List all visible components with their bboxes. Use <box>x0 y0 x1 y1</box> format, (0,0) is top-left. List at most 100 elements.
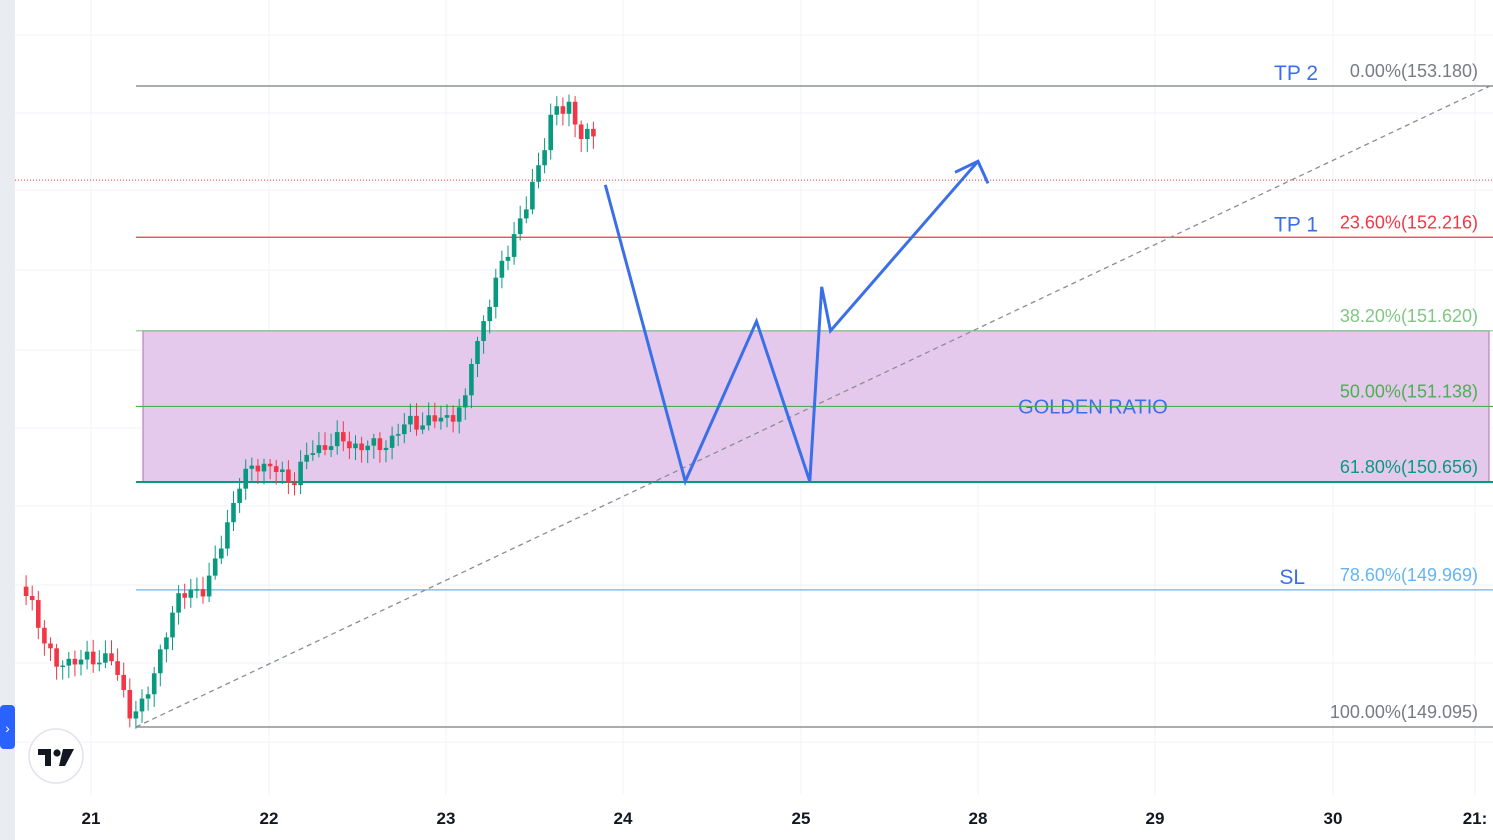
candle-body <box>298 461 303 486</box>
candle-body <box>280 469 285 472</box>
fibonacci-labels: 0.00%(153.180) 23.60%(152.216) 38.20%(151.… <box>1274 61 1478 722</box>
fib-label: 78.60%(149.969) <box>1340 565 1478 585</box>
candle-body <box>78 659 84 665</box>
tag-sl: SL <box>1279 566 1305 589</box>
candle-body <box>542 150 547 166</box>
fib-label: 23.60%(152.216) <box>1340 212 1478 232</box>
fib-label: 61.80%(150.656) <box>1340 457 1478 477</box>
chevron-right-icon: › <box>5 720 10 736</box>
candle-body <box>517 218 523 235</box>
candles <box>23 94 596 729</box>
candle-body <box>139 698 145 712</box>
fib-label: 50.00%(151.138) <box>1340 381 1478 401</box>
candle-body <box>29 596 35 601</box>
candle-body <box>310 453 316 455</box>
candle-body <box>566 101 572 114</box>
candle-body <box>536 165 541 182</box>
candle-body <box>316 445 322 454</box>
candle-body <box>426 415 431 426</box>
candle-body <box>194 589 200 591</box>
candle-body <box>554 106 560 115</box>
candle-body <box>389 435 395 448</box>
candle-body <box>54 648 59 667</box>
candle-body <box>475 340 480 365</box>
candle-body <box>188 589 194 598</box>
candle-body <box>219 548 224 559</box>
candle-body <box>206 575 212 597</box>
candle-body <box>365 445 370 451</box>
x-tick-label: 29 <box>1146 809 1165 828</box>
candle-body <box>267 463 273 467</box>
candle-body <box>255 465 261 472</box>
candle-body <box>450 415 456 422</box>
candle-body <box>261 463 267 472</box>
candle-body <box>97 662 102 665</box>
candle-body <box>585 128 590 140</box>
candle-body <box>395 434 401 436</box>
fibonacci-levels <box>15 85 1493 728</box>
candle-body <box>127 690 133 719</box>
x-tick-label: 30 <box>1324 809 1343 828</box>
candle-body <box>432 415 438 422</box>
candle-body <box>84 651 90 660</box>
fib-label: 100.00%(149.095) <box>1330 702 1478 722</box>
candle-body <box>145 694 151 699</box>
fib-label: 0.00%(153.180) <box>1350 61 1478 81</box>
candle-body <box>487 306 492 322</box>
x-tick-label: 21 <box>82 809 101 828</box>
candle-body <box>23 586 29 597</box>
candle-body <box>158 649 163 674</box>
candle-body <box>591 128 596 137</box>
x-axis-band <box>15 795 1493 840</box>
candle-body <box>164 637 169 650</box>
candle-body <box>347 441 352 449</box>
candle-body <box>231 502 236 523</box>
candle-body <box>212 558 218 576</box>
candle-body <box>42 627 47 644</box>
candle-body <box>328 446 334 450</box>
candle-body <box>408 415 413 425</box>
candle-body <box>36 600 41 628</box>
candle-body <box>90 651 96 665</box>
candle-body <box>304 454 309 462</box>
candle-body <box>249 465 255 469</box>
candle-body <box>237 488 242 503</box>
candle-body <box>66 658 72 666</box>
candle-body <box>505 256 511 261</box>
x-axis: 21 22 23 24 25 28 29 30 21: <box>15 795 1493 840</box>
candle-body <box>420 425 425 430</box>
fib-label: 38.20%(151.620) <box>1340 306 1478 326</box>
candle-body <box>170 612 175 638</box>
candle-body <box>530 181 535 210</box>
logo-mark-right <box>59 749 74 766</box>
candle-body <box>383 447 389 451</box>
candle-body <box>322 445 328 450</box>
candle-body <box>225 522 230 549</box>
tag-tp-2: TP 2 <box>1274 62 1318 85</box>
candle-body <box>493 277 499 307</box>
x-tick-label: 22 <box>260 809 279 828</box>
candle-body <box>456 407 462 422</box>
projection-path <box>603 159 990 486</box>
candle-body <box>402 424 407 435</box>
logo-mark-left <box>38 749 51 766</box>
candle-body <box>511 234 517 257</box>
candle-body <box>176 593 181 613</box>
logo-mark-dot <box>53 749 61 757</box>
tradingview-logo <box>28 728 84 784</box>
candle-body <box>334 432 340 447</box>
candle-body <box>481 321 486 341</box>
sidebar-toggle-button[interactable]: › <box>0 705 15 749</box>
candle-body <box>572 101 578 125</box>
candle-body <box>109 653 114 662</box>
candle-body <box>548 114 553 151</box>
candle-body <box>463 395 468 408</box>
candle-body <box>48 643 53 649</box>
candle-body <box>444 415 450 418</box>
candle-body <box>182 593 187 598</box>
candle-body <box>133 711 139 719</box>
candle-body <box>292 482 297 486</box>
candle-body <box>121 674 126 691</box>
